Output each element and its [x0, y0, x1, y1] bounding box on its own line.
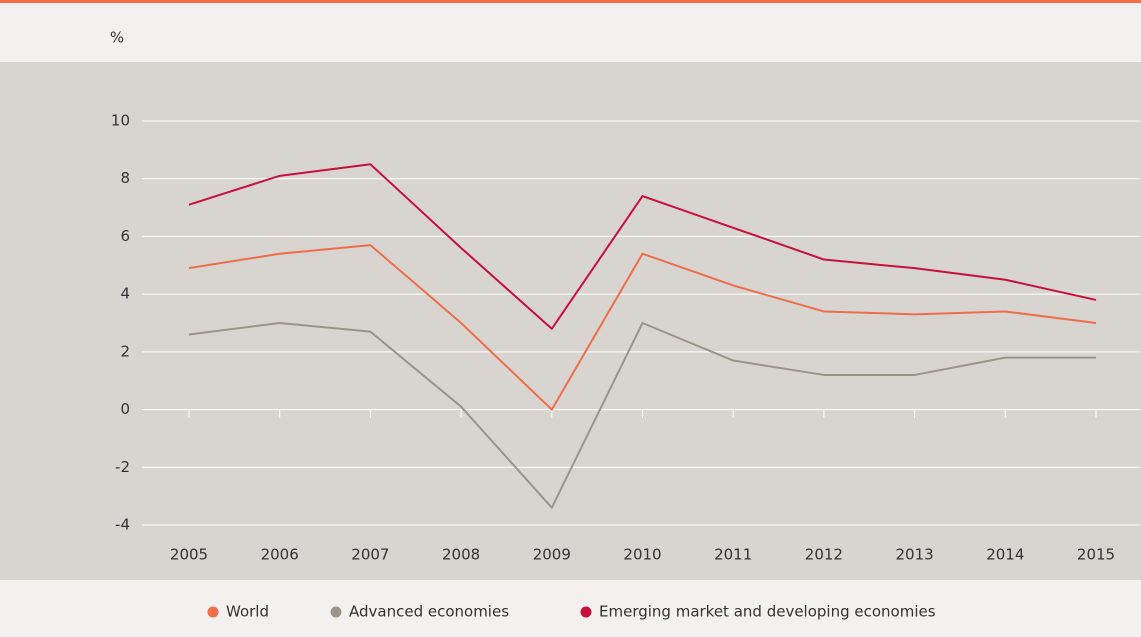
series-line	[188, 244, 1097, 411]
y-tick-label: -4	[115, 516, 130, 534]
y-tick-label: 6	[120, 227, 130, 245]
x-tick-label: 2006	[261, 546, 299, 564]
legend-label: Advanced economies	[349, 603, 509, 621]
x-tick-label: 2010	[623, 546, 661, 564]
legend-label: World	[226, 603, 269, 621]
legend-marker	[207, 606, 219, 618]
y-tick-label: 0	[120, 400, 130, 418]
y-tick-label: -2	[115, 458, 130, 476]
x-tick-label: 2005	[170, 546, 208, 564]
y-axis-label: %	[110, 29, 124, 47]
y-tick-label: 4	[120, 285, 130, 303]
y-tick-label: 2	[120, 342, 130, 360]
plot-area	[0, 62, 1141, 580]
y-tick-label: 10	[111, 112, 130, 130]
x-tick-label: 2011	[714, 546, 752, 564]
series-line	[188, 322, 1096, 509]
y-tick-label: 8	[120, 169, 130, 187]
x-tick-label: 2012	[805, 546, 843, 564]
x-tick-label: 2014	[986, 546, 1024, 564]
legend-marker	[330, 606, 342, 618]
top-rule	[0, 0, 1141, 3]
legend-marker	[580, 606, 592, 618]
legend-label: Emerging market and developing economies	[599, 603, 936, 621]
x-tick-label: 2009	[533, 546, 571, 564]
series-line	[188, 163, 1097, 330]
x-tick-label: 2015	[1077, 546, 1115, 564]
x-tick-label: 2007	[351, 546, 389, 564]
x-tick-label: 2008	[442, 546, 480, 564]
x-tick-label: 2013	[896, 546, 934, 564]
